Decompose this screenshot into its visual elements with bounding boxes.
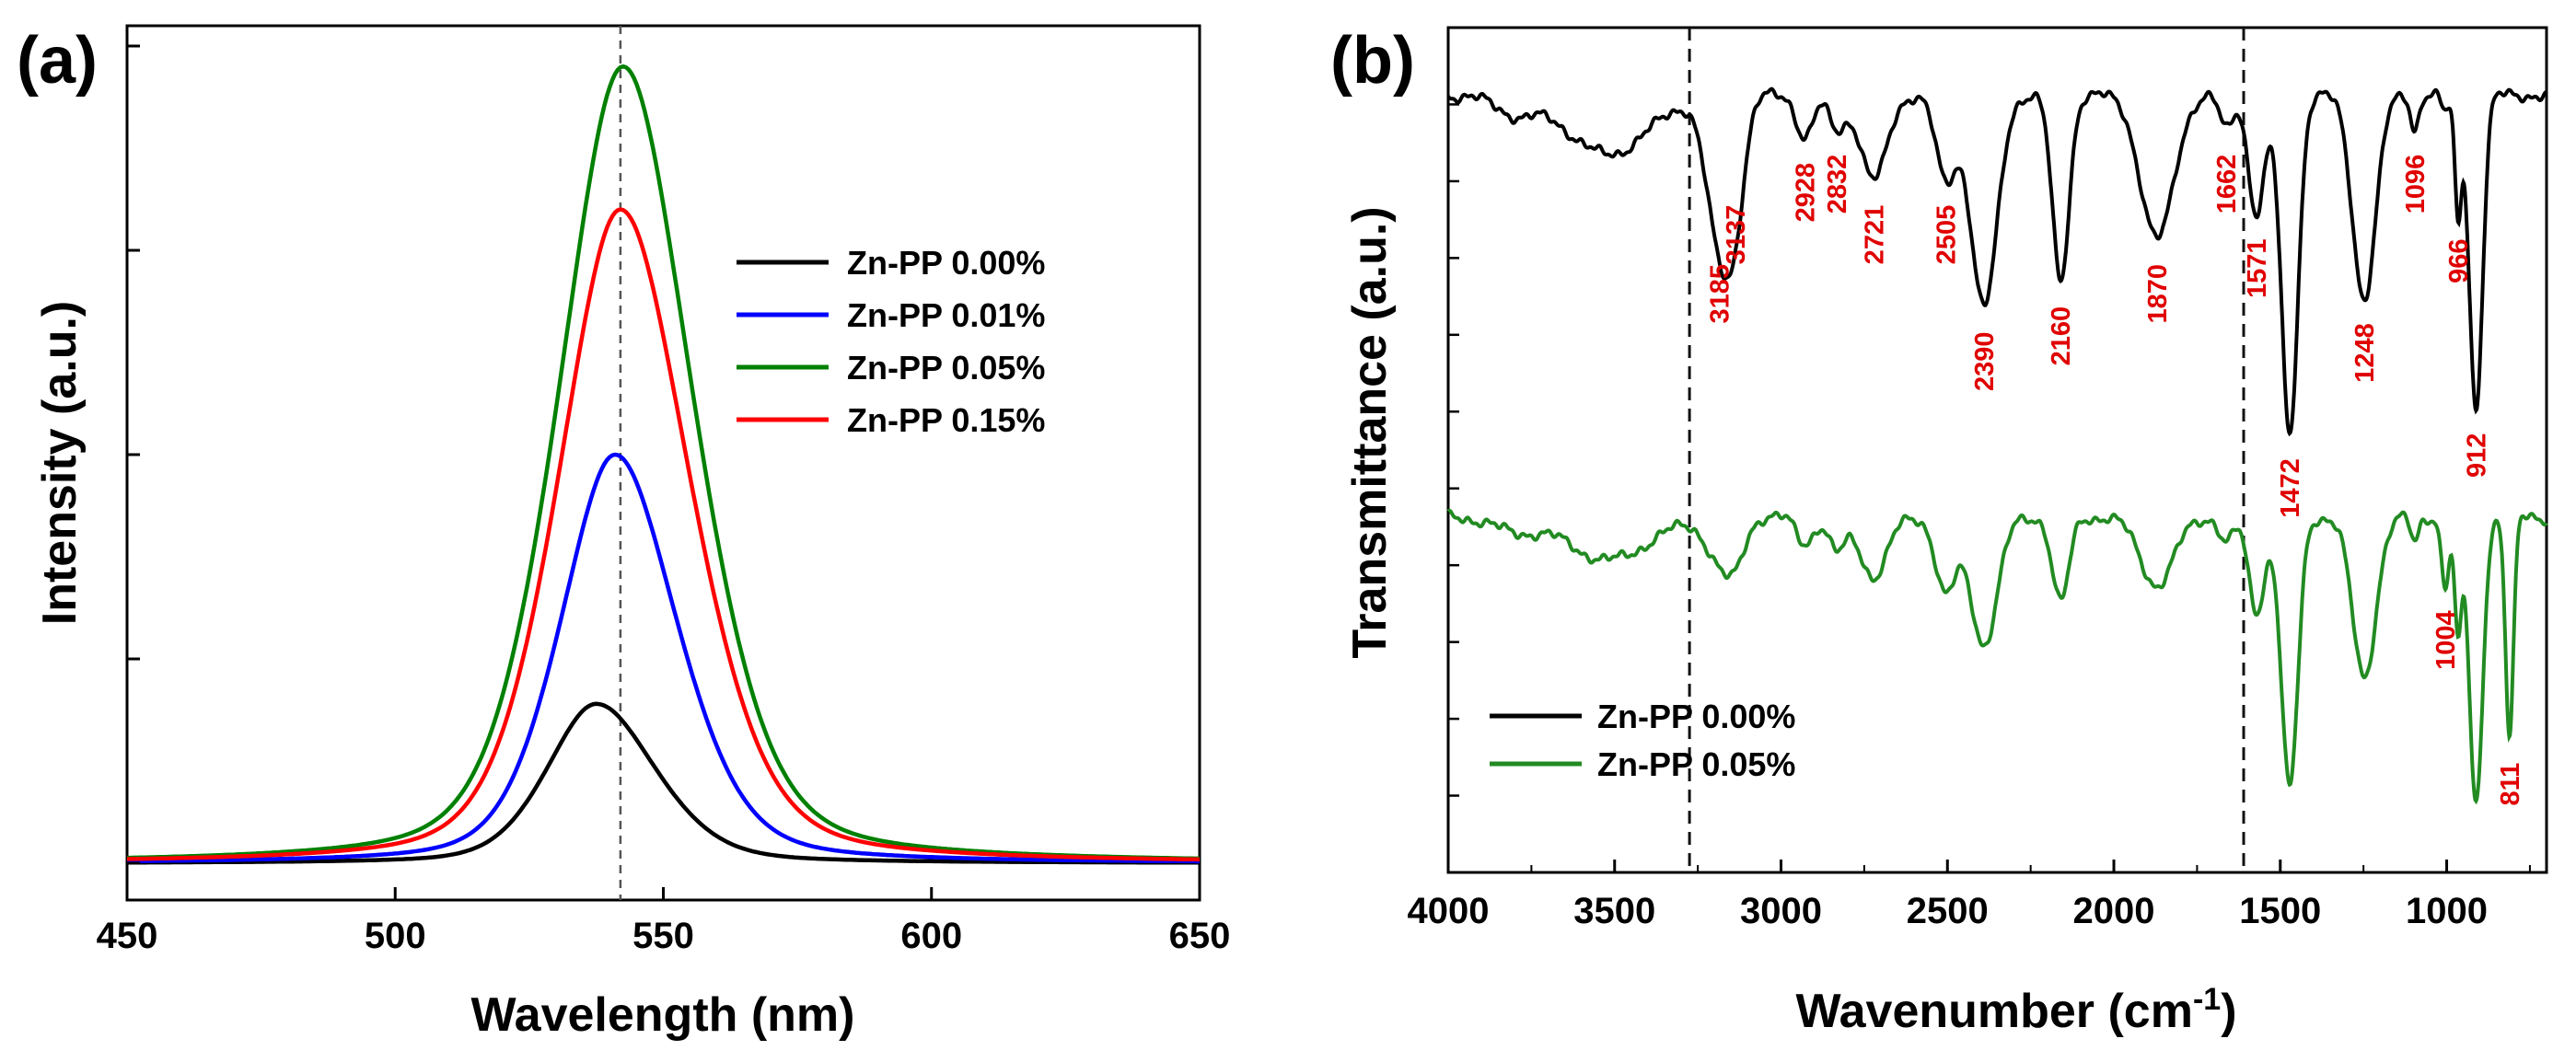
panel-a-series-line (126, 452, 1200, 864)
panel-b-x-axis-title: Wavenumber (cm-1) (1795, 982, 2236, 1038)
panel-a-label: (a) (17, 24, 98, 98)
panel-a-legend-label: Zn-PP 0.01% (847, 296, 1045, 334)
panel-b-peak-label: 1662 (2212, 155, 2242, 214)
panel-b-peak-label: 966 (2444, 239, 2474, 283)
panel-b-peak-label: 912 (2462, 433, 2491, 478)
panel-a-series-line (127, 701, 1200, 865)
panel-b: (b) 4000 3500 3000 2500 2000 1500 1000 3185313… (1330, 24, 2548, 1038)
panel-a-x-tick-label: 550 (632, 916, 694, 956)
panel-b-peak-label: 1571 (2243, 239, 2272, 299)
panel-b-x-tick-label: 4000 (1408, 891, 1490, 931)
panel-a-x-tick-label: 450 (97, 916, 158, 956)
panel-a-series-line (127, 63, 1200, 861)
panel-b-peak-label: 1472 (2276, 458, 2305, 518)
panel-b-series-line (1446, 87, 2547, 437)
panel-b-legend-label: Zn-PP 0.05% (1597, 745, 1795, 783)
panel-a-legend-label: Zn-PP 0.00% (847, 244, 1045, 282)
panel-a-ticks: 450 500 550 600 650 (97, 44, 1231, 956)
panel-a-legend-label: Zn-PP 0.05% (847, 349, 1045, 387)
panel-a-legend: Zn-PP 0.00% Zn-PP 0.01% Zn-PP 0.05% Zn-PP 0… (737, 244, 1045, 439)
panel-b-x-tick-label: 2000 (2073, 891, 2155, 931)
panel-b-peak-label: 3185 (1706, 264, 1735, 324)
panel-b-peak-label: 811 (2496, 763, 2525, 806)
panel-a-x-tick-label: 600 (900, 916, 962, 956)
panel-a-x-axis-title: Wavelength (nm) (471, 988, 855, 1042)
panel-a-y-axis-title: Intensity (a.u.) (33, 301, 87, 625)
panel-b-peak-label: 2832 (1823, 155, 1852, 214)
panel-b-peak-label: 1096 (2401, 155, 2431, 214)
panel-b-frame (1446, 26, 2548, 874)
panel-a: (a) 450 500 550 600 650 Wavelength (nm) Inte… (17, 24, 1230, 1042)
panel-b-legend: Zn-PP 0.00% Zn-PP 0.05% (1490, 698, 1795, 783)
panel-a-x-tick-label: 650 (1169, 916, 1231, 956)
panel-b-peak-label: 2390 (1970, 332, 2000, 392)
panel-b-peak-label: 2721 (1860, 205, 1889, 265)
panel-a-legend-label: Zn-PP 0.15% (847, 401, 1045, 439)
panel-b-series-group (1446, 87, 2548, 805)
panel-b-peak-label: 1248 (2350, 323, 2380, 383)
panel-b-x-tick-label: 1500 (2239, 891, 2321, 931)
panel-b-label: (b) (1330, 24, 1415, 98)
panel-b-peak-label: 2505 (1932, 205, 1962, 265)
panel-a-series-line (126, 207, 1200, 862)
panel-b-y-axis-title: Transmittance (a.u.) (1343, 206, 1397, 658)
panel-b-reference-lines (1688, 28, 2245, 872)
panel-b-x-axis-title-main: Wavenumber (cm (1795, 985, 2193, 1038)
panel-a-frame (125, 24, 1201, 902)
panel-a-x-tick-label: 500 (365, 916, 426, 956)
panel-b-x-axis-title-end: ) (2221, 985, 2236, 1038)
panel-b-legend-label: Zn-PP 0.00% (1597, 698, 1795, 735)
panel-b-peak-label: 3137 (1722, 205, 1751, 265)
panel-b-x-tick-label: 2500 (1907, 891, 1989, 931)
panel-b-peak-label: 2928 (1792, 163, 1821, 223)
panel-b-ticks: 4000 3500 3000 2500 2000 1500 1000 (1408, 103, 2531, 931)
panel-b-series-line (1446, 508, 2548, 805)
panel-b-x-tick-label: 1000 (2406, 891, 2488, 931)
panel-b-peak-label: 1004 (2431, 610, 2461, 670)
panel-b-x-tick-label: 3000 (1740, 891, 1822, 931)
panel-b-peak-label: 2160 (2047, 306, 2076, 366)
panel-b-peak-label: 1870 (2143, 264, 2173, 324)
panel-b-x-tick-label: 3500 (1573, 891, 1655, 931)
panel-b-x-axis-title-sup: -1 (2193, 982, 2221, 1017)
panel-a-series-group (126, 63, 1200, 865)
